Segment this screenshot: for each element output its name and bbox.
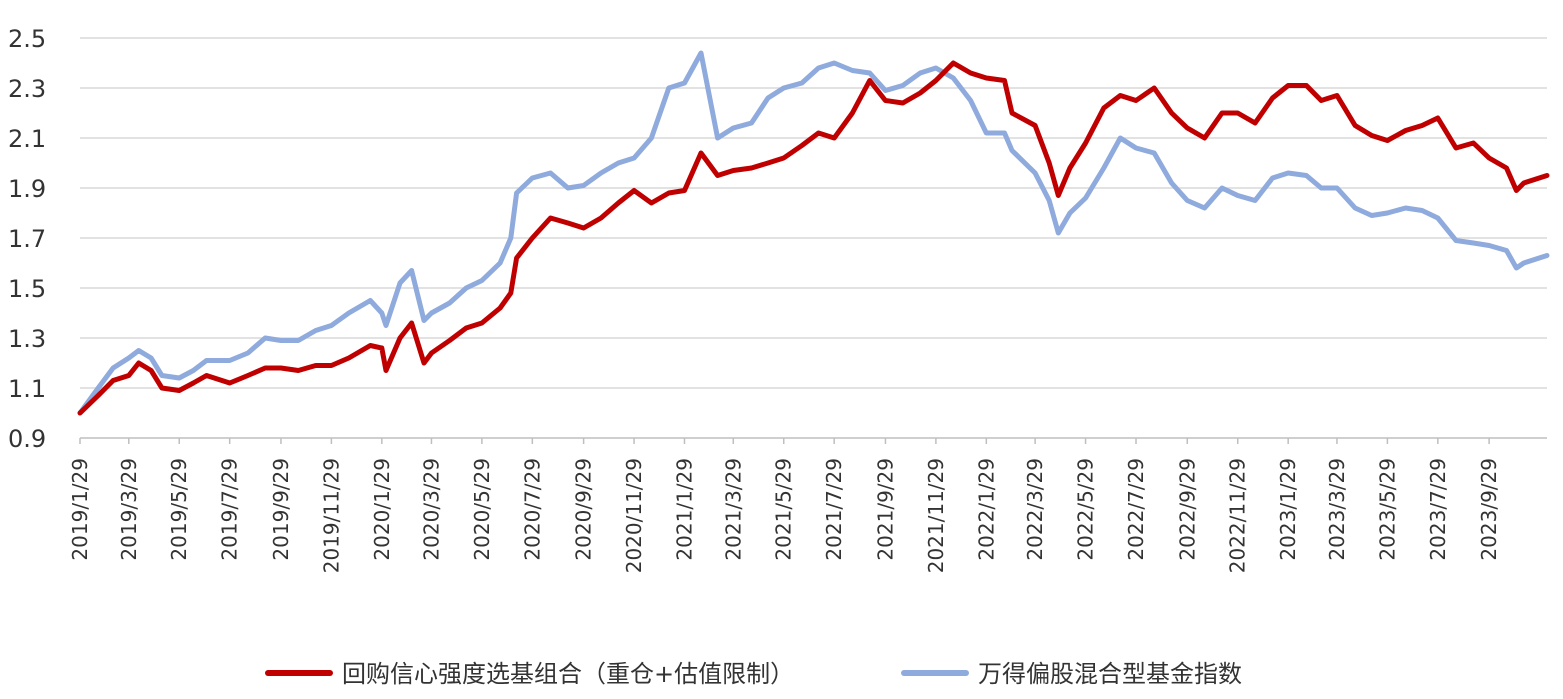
grid-lines [80, 37, 1547, 389]
x-tick-label: 2020/1/29 [370, 458, 394, 561]
series-line-blue [77, 50, 1550, 416]
y-tick-label: 2.1 [8, 125, 46, 153]
x-tick-label: 2021/11/29 [924, 458, 948, 573]
x-tick-label: 2021/7/29 [822, 458, 846, 561]
x-tick-label: 2022/1/29 [974, 458, 998, 561]
x-tick-label: 2020/3/29 [419, 458, 443, 561]
x-tick-label: 2023/5/29 [1375, 458, 1399, 561]
x-tick-label: 2019/9/29 [269, 458, 293, 561]
x-tick-label: 2020/5/29 [470, 458, 494, 561]
series-line-red [77, 60, 1550, 416]
x-tick-label: 2023/1/29 [1276, 458, 1300, 561]
y-tick-label: 1.5 [8, 275, 46, 303]
x-tick-label: 2019/3/29 [117, 458, 141, 561]
x-tick-label: 2022/9/29 [1175, 458, 1199, 561]
legend-label-red: 回购信心强度选基组合（重仓+估值限制） [342, 660, 794, 688]
x-tick-label: 2019/5/29 [167, 458, 191, 561]
legend-item-red: 回购信心强度选基组合（重仓+估值限制） [265, 660, 794, 688]
x-tick-label: 2022/7/29 [1124, 458, 1148, 561]
x-tick-label: 2020/11/29 [622, 458, 646, 573]
x-tick-label: 2021/9/29 [873, 458, 897, 561]
x-tick-label: 2021/1/29 [672, 458, 696, 561]
x-tick-label: 2023/3/29 [1325, 458, 1349, 561]
y-axis-tick-labels: 0.9 1.1 1.3 1.5 1.7 1.9 2.1 2.3 2.5 [8, 25, 46, 453]
y-tick-label: 1.3 [8, 325, 46, 353]
y-tick-label: 2.3 [8, 75, 46, 103]
x-tick-label: 2021/5/29 [772, 458, 796, 561]
x-tick-label: 2020/7/29 [520, 458, 544, 561]
x-axis [79, 437, 1547, 444]
y-tick-label: 0.9 [8, 425, 46, 453]
y-tick-label: 2.5 [8, 25, 46, 53]
x-tick-label: 2022/11/29 [1226, 458, 1250, 573]
y-tick-label: 1.7 [8, 225, 46, 253]
legend: 回购信心强度选基组合（重仓+估值限制） 万得偏股混合型基金指数 [265, 660, 1242, 688]
x-tick-label: 2019/1/29 [68, 458, 92, 561]
x-tick-label: 2021/3/29 [721, 458, 745, 561]
series-lines [77, 50, 1550, 416]
x-tick-label: 2019/11/29 [319, 458, 343, 573]
legend-label-blue: 万得偏股混合型基金指数 [978, 660, 1242, 688]
x-tick-label: 2022/3/29 [1023, 458, 1047, 561]
x-tick-label: 2023/9/29 [1477, 458, 1501, 561]
y-tick-label: 1.1 [8, 375, 46, 403]
x-tick-label: 2020/9/29 [572, 458, 596, 561]
x-tick-label: 2022/5/29 [1074, 458, 1098, 561]
legend-item-blue: 万得偏股混合型基金指数 [901, 660, 1242, 688]
x-tick-label: 2023/7/29 [1426, 458, 1450, 561]
x-axis-tick-labels: 2019/1/29 2019/3/29 2019/5/29 2019/7/29 2019… [68, 458, 1501, 573]
x-tick-label: 2019/7/29 [218, 458, 242, 561]
y-tick-label: 1.9 [8, 175, 46, 203]
